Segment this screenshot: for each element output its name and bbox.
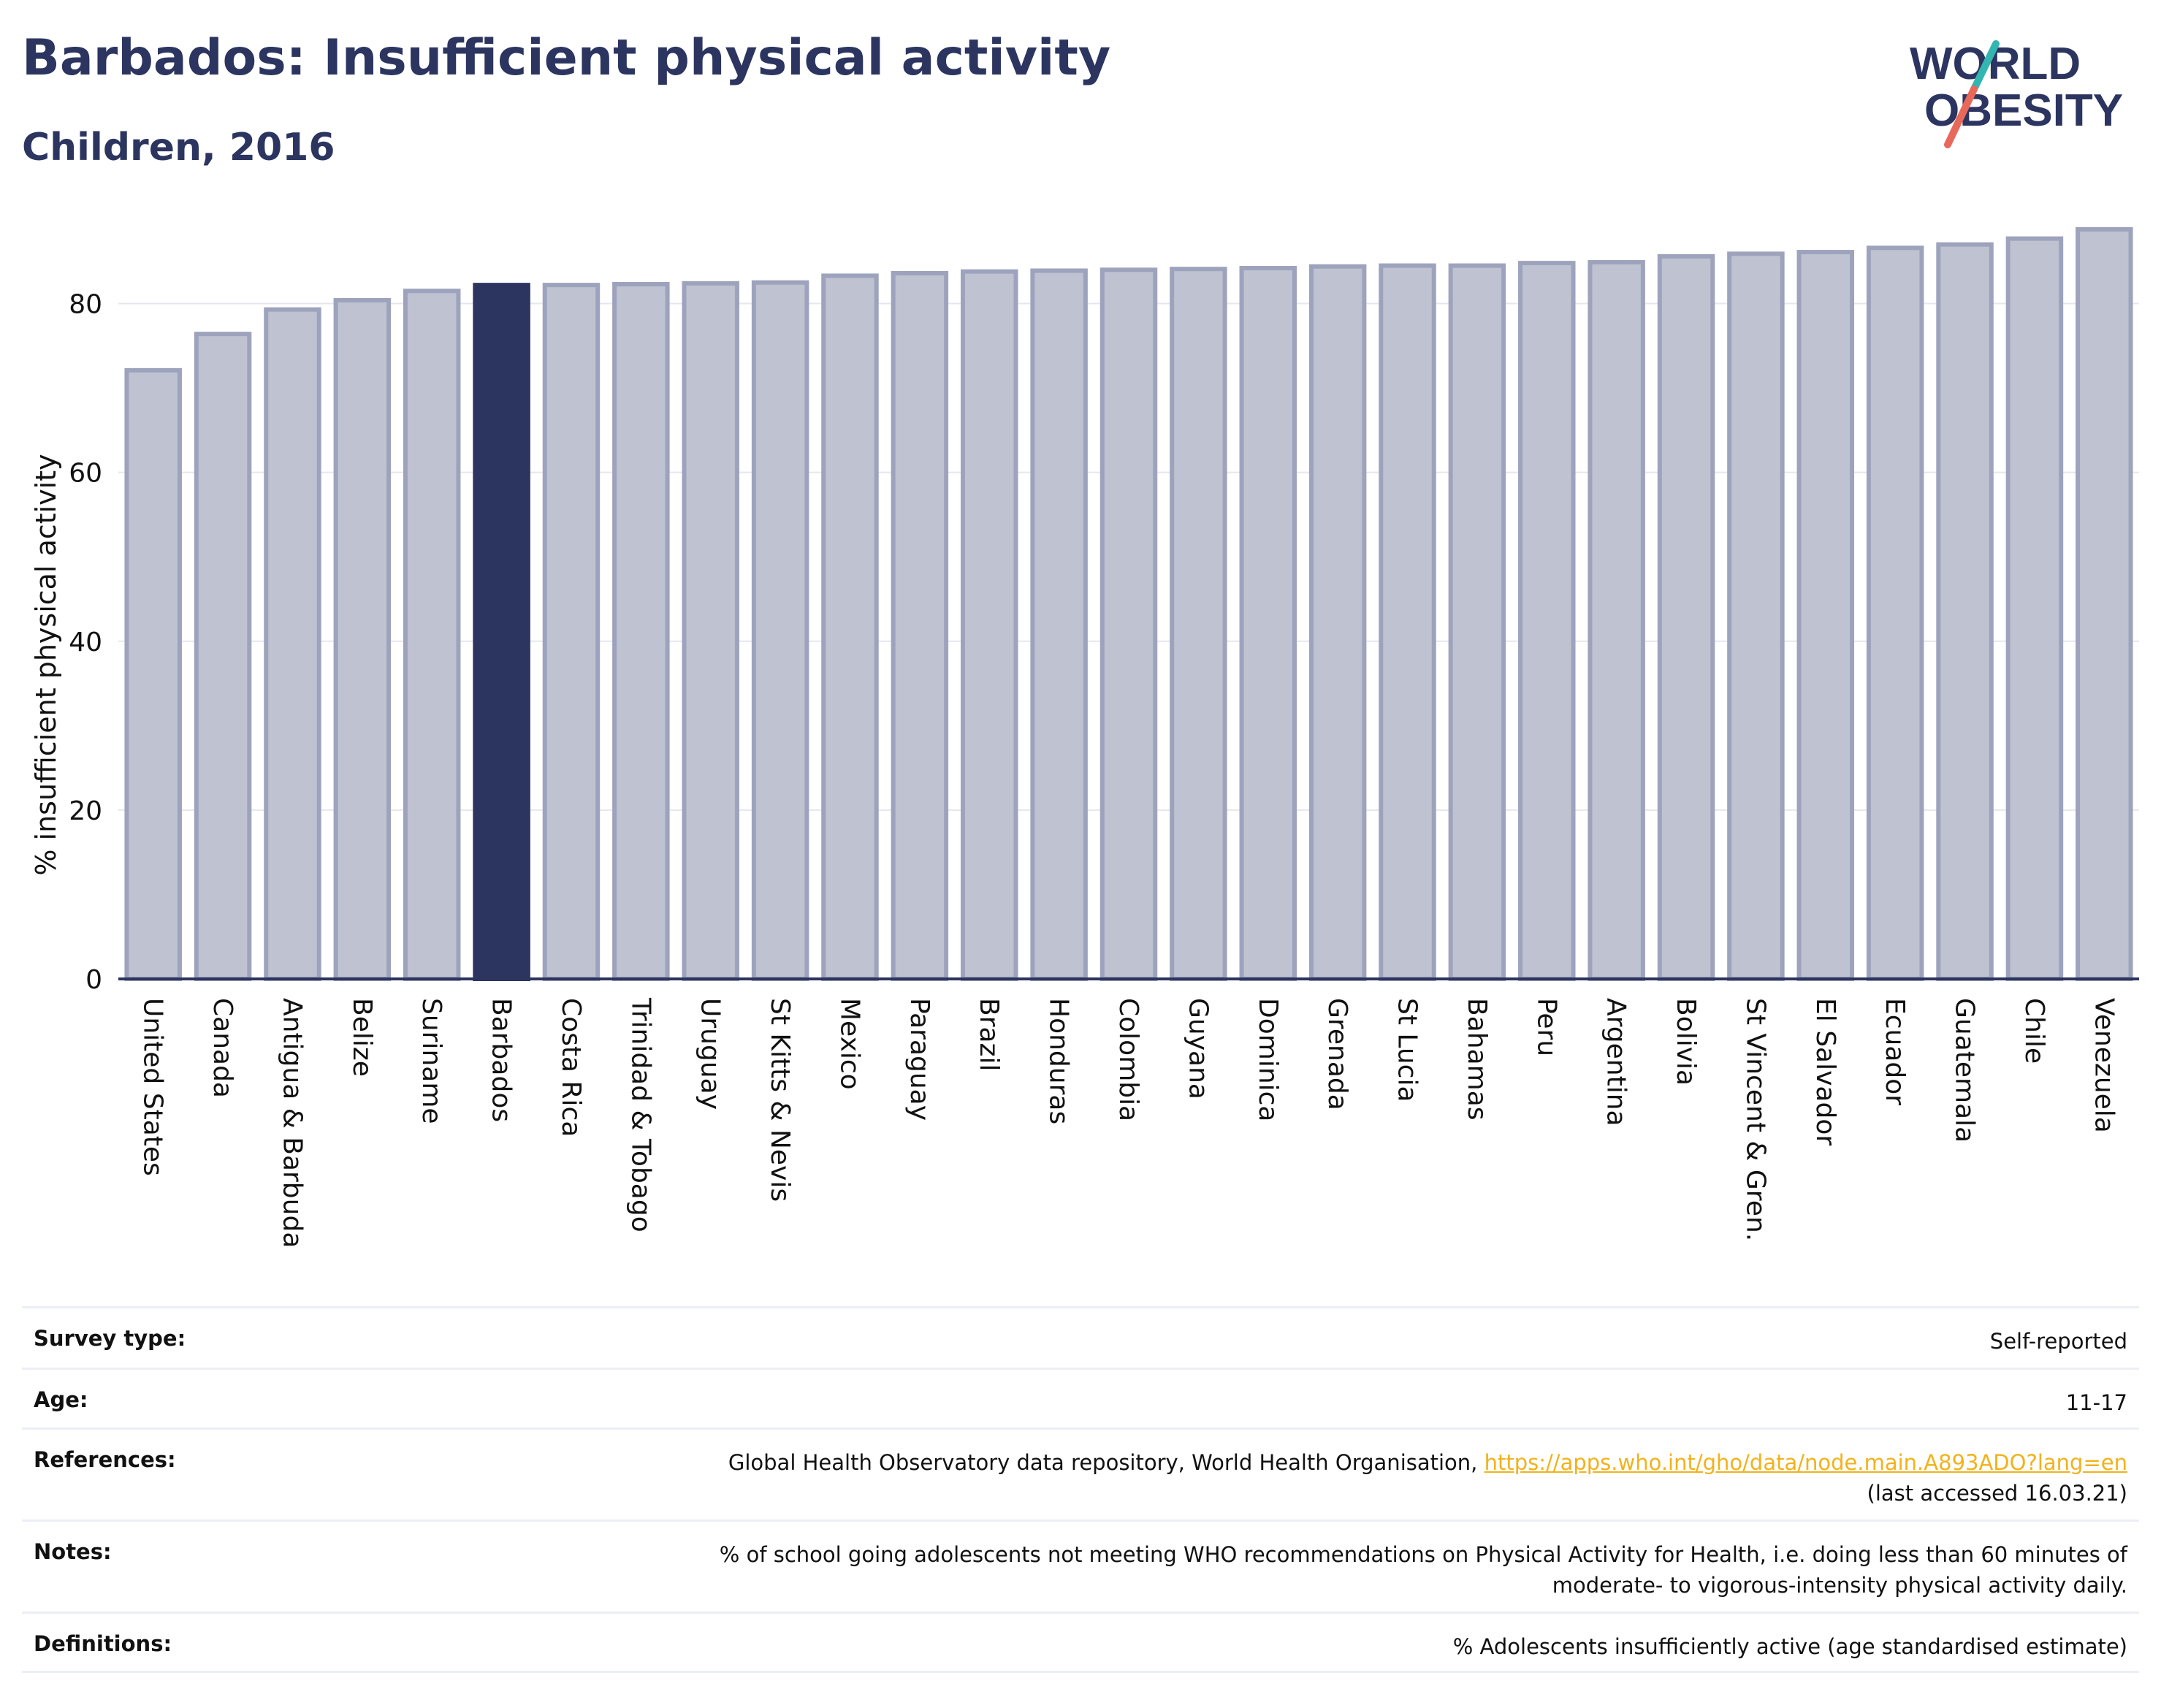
bar-colombia (1099, 267, 1158, 982)
bar-st-lucia (1379, 263, 1436, 981)
x-tick-label: Colombia (1113, 998, 1143, 1121)
info-row-notes: Notes: % of school going adolescents not… (22, 1520, 2139, 1612)
bar-chart: 0 20 40 60 80 % insufficient physical activit… (30, 226, 2139, 1248)
references-label: References: (34, 1447, 176, 1472)
y-tick-label: 60 (69, 459, 102, 489)
x-tick-label: Suriname (416, 998, 446, 1124)
x-tick-label: Barbados (487, 998, 517, 1122)
bar-barbados (473, 283, 530, 981)
bar-ecuador (1866, 245, 1924, 981)
world-obesity-logo: WORLD OBESITY (1910, 39, 2123, 148)
y-tick-label: 0 (85, 965, 102, 995)
bar-argentina (1588, 259, 1645, 981)
bar-dominica (1239, 266, 1297, 981)
bar-antigua-barbuda (264, 307, 321, 981)
bar-trinidad-tobago (612, 281, 670, 981)
x-tick-label: Argentina (1601, 998, 1631, 1126)
x-tick-label: Brazil (974, 998, 1004, 1071)
notes-label: Notes: (34, 1539, 112, 1564)
x-tick-label: Antigua & Barbuda (277, 998, 307, 1248)
bar-grenada (1308, 264, 1367, 981)
bar-brazil (960, 269, 1018, 981)
bar-chile (2005, 236, 2064, 982)
chart-subtitle: Children, 2016 (22, 126, 335, 169)
x-tick-label: Venezuela (2089, 998, 2119, 1133)
x-tick-label: Bahamas (1462, 998, 1492, 1121)
bar-honduras (1030, 268, 1088, 981)
bar-el-salvador (1796, 250, 1855, 982)
bar-venezuela (2076, 226, 2133, 981)
x-tick-label: St Lucia (1392, 998, 1422, 1102)
bar-guatemala (1936, 242, 1994, 981)
info-row-survey-type: Survey type: Self-reported (22, 1306, 2139, 1368)
notes-line-2: moderate- to vigorous-intensity physical… (1552, 1573, 2127, 1598)
bar-mexico (821, 273, 879, 981)
x-tick-label: Honduras (1044, 998, 1074, 1124)
info-row-definitions: Definitions: % Adolescents insufficientl… (22, 1612, 2139, 1673)
references-accessed: (last accessed 16.03.21) (1867, 1481, 2127, 1506)
x-tick-label: Guatemala (1950, 998, 1980, 1143)
x-tick-label: Uruguay (695, 998, 725, 1110)
y-tick-label: 20 (69, 796, 102, 826)
x-tick-label: Belize (347, 998, 377, 1077)
bar-suriname (403, 289, 461, 981)
bar-united-states (124, 367, 182, 982)
x-tick-label: Peru (1531, 998, 1561, 1056)
x-tick-label: El Salvador (1810, 998, 1840, 1145)
x-tick-label: United States (138, 998, 168, 1176)
bar-uruguay (682, 281, 739, 982)
x-tick-label: Dominica (1253, 998, 1283, 1122)
bar-st-vincent-gren- (1727, 251, 1785, 981)
bar-canada (194, 332, 252, 981)
bar-bahamas (1448, 263, 1506, 981)
x-tick-label: Paraguay (904, 998, 934, 1121)
x-tick-label: Chile (2019, 998, 2049, 1064)
y-tick-label: 40 (69, 628, 102, 657)
bar-peru (1518, 261, 1576, 982)
info-row-age: Age: 11-17 (22, 1368, 2139, 1427)
x-tick-label: Grenada (1322, 998, 1352, 1110)
info-row-references: References: Global Health Observatory da… (22, 1427, 2139, 1520)
references-text: Global Health Observatory data repositor… (728, 1450, 1485, 1475)
x-tick-label: St Kitts & Nevis (765, 998, 795, 1202)
bar-paraguay (891, 270, 949, 981)
definitions-label: Definitions: (34, 1631, 172, 1656)
x-tick-label: Ecuador (1880, 998, 1910, 1105)
x-tick-label: Costa Rica (556, 998, 586, 1137)
chart-title: Barbados: Insufficient physical activity (22, 29, 1111, 87)
age-value: 11-17 (2065, 1390, 2127, 1415)
info-table: Survey type: Self-reported Age: 11-17 Re… (22, 1306, 2139, 1673)
x-tick-label: Bolivia (1671, 998, 1701, 1086)
bar-belize (333, 297, 392, 981)
references-value: Global Health Observatory data repositor… (728, 1447, 2127, 1509)
x-tick-label: Mexico (834, 998, 864, 1090)
logo-red-slash (1944, 85, 1978, 148)
logo-teal-slash (1970, 40, 2000, 93)
bar-costa-rica (542, 283, 601, 981)
x-tick-label: Trinidad & Tobago (625, 997, 655, 1232)
definitions-value: % Adolescents insufficiently active (age… (1452, 1634, 2127, 1659)
y-tick-label: 80 (69, 290, 102, 320)
survey-type-value: Self-reported (1989, 1329, 2127, 1354)
x-tick-label: Canada (207, 998, 237, 1098)
notes-line-1: % of school going adolescents not meetin… (719, 1542, 2127, 1567)
x-tick-label: Guyana (1183, 998, 1213, 1099)
bar-st-kitts-nevis (751, 280, 809, 981)
bar-bolivia (1657, 253, 1715, 982)
references-link[interactable]: https://apps.who.int/gho/data/node.main.… (1484, 1450, 2127, 1475)
x-tick-label: St Vincent & Gren. (1740, 998, 1770, 1241)
age-label: Age: (34, 1387, 88, 1412)
bar-guyana (1170, 267, 1227, 981)
y-axis-label: % insufficient physical activity (30, 454, 62, 875)
survey-type-label: Survey type: (34, 1326, 186, 1351)
notes-value: % of school going adolescents not meetin… (720, 1539, 2127, 1601)
